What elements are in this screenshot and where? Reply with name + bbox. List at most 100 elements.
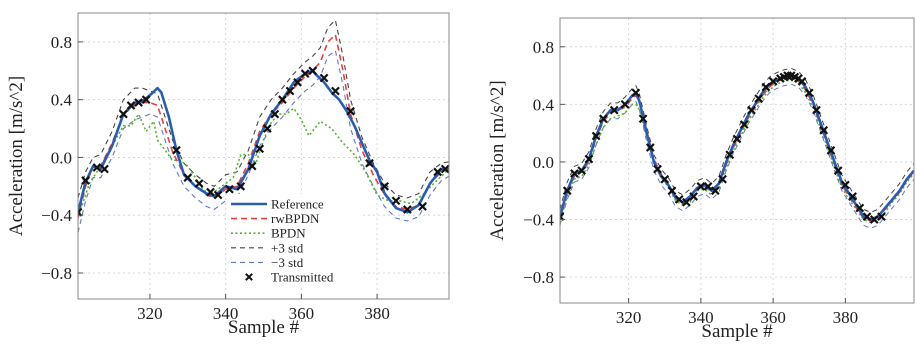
transmitted-marker — [278, 95, 287, 105]
y-tick-label: −0.8 — [523, 268, 554, 287]
series-line-bpdn — [78, 107, 449, 219]
x-tick-label: 320 — [137, 304, 163, 323]
legend-label-bpdn: BPDN — [271, 226, 306, 241]
transmitted-marker — [840, 180, 850, 190]
transmitted-marker — [391, 196, 401, 206]
y-tick-label: 0.4 — [51, 91, 73, 110]
transmitted-marker — [293, 77, 302, 87]
transmitted-marker — [346, 106, 355, 116]
transmitted-marker — [862, 212, 872, 222]
transmitted-marker — [674, 194, 684, 204]
series-line-minus3 — [78, 50, 449, 233]
transmitted-marker — [331, 86, 340, 96]
legend-label-reference: Reference — [271, 197, 324, 212]
series-line-reference — [78, 69, 449, 214]
transmitted-marker — [638, 114, 648, 124]
series-line-bpdn — [560, 79, 914, 224]
transmitted-marker — [92, 163, 102, 172]
transmitted-marker — [653, 164, 662, 174]
x-tick-label: 360 — [760, 308, 786, 327]
legend-box — [227, 194, 363, 288]
transmitted-marker — [134, 98, 143, 107]
plot-frame — [559, 17, 915, 304]
legend-label-plus3: +3 std — [271, 240, 304, 255]
transmitted-marker — [609, 105, 619, 115]
transmitted-marker — [725, 150, 735, 160]
transmitted-marker — [869, 215, 879, 224]
transmitted-marker — [598, 114, 608, 124]
transmitted-marker — [833, 166, 843, 175]
legend-label-minus3: −3 std — [271, 255, 304, 270]
transmitted-marker — [172, 145, 181, 155]
transmitted-marker — [141, 95, 151, 105]
transmitted-marker — [308, 66, 318, 76]
transmitted-marker — [183, 173, 193, 183]
y-tick-label: −0.4 — [523, 211, 554, 230]
transmitted-marker — [819, 125, 829, 135]
series-line-plus3 — [78, 19, 449, 199]
transmitted-marker — [81, 176, 90, 185]
transmitted-marker — [247, 161, 257, 171]
x-tick-label: 320 — [616, 308, 642, 327]
y-tick-label: 0.0 — [51, 148, 72, 167]
x-tick-label: 380 — [364, 304, 390, 323]
transmitted-marker — [365, 158, 374, 168]
transmitted-marker — [213, 190, 223, 200]
transmitted-marker — [402, 205, 412, 214]
series-line-minus3 — [560, 83, 914, 229]
transmitted-marker — [667, 186, 677, 196]
transmitted-marker — [100, 164, 109, 174]
transmitted-marker — [418, 202, 427, 211]
legend-label-transmitted: Transmitted — [271, 270, 334, 285]
transmitted-marker — [689, 192, 699, 201]
y-tick-label: 0.4 — [533, 95, 555, 114]
transmitted-marker — [119, 109, 128, 119]
transmitted-marker — [584, 154, 594, 164]
transmitted-marker — [126, 101, 136, 110]
transmitted-marker — [577, 166, 587, 175]
transmitted-marker — [877, 212, 886, 222]
right-chart: 320 340 360 380 −0.8 −0.4 0.0 0.4 0.8 Sample # Acc… — [487, 17, 915, 342]
x-tick-label: 340 — [688, 308, 714, 327]
transmitted-marker — [591, 131, 601, 141]
series-line-reference — [560, 74, 914, 221]
x-axis-label: Sample # — [228, 317, 300, 338]
x-tick-label: 340 — [213, 304, 239, 323]
y-tick-label: 0.8 — [533, 38, 554, 57]
y-tick-label: 0.8 — [51, 33, 72, 52]
transmitted-marker — [236, 181, 246, 191]
legend-marker-transmitted — [245, 273, 253, 281]
transmitted-marker — [768, 76, 778, 86]
transmitted-marker — [620, 99, 630, 109]
transmitted-marker — [262, 124, 272, 133]
transmitted-marker — [645, 143, 655, 152]
y-tick-label: 0.0 — [533, 153, 554, 172]
transmitted-marker — [300, 69, 310, 79]
transmitted-marker — [761, 82, 771, 92]
transmitted-marker — [754, 94, 764, 103]
left-chart: 320 340 360 380 −0.8 −0.4 0.0 0.4 0.8 Sample # Acc… — [6, 12, 450, 338]
y-tick-label: −0.4 — [41, 206, 72, 225]
transmitted-marker — [660, 174, 670, 184]
transmitted-marker — [570, 169, 579, 178]
y-axis-label: Acceleration [m/s^2] — [6, 76, 27, 236]
transmitted-marker — [703, 182, 713, 191]
transmitted-marker — [631, 88, 641, 98]
transmitted-marker — [380, 181, 390, 191]
transmitted-marker — [433, 167, 443, 177]
transmitted-marker — [285, 86, 295, 96]
transmitted-marker — [562, 186, 572, 196]
plot-area — [78, 19, 449, 233]
transmitted-marker — [710, 186, 720, 196]
y-axis-label: Acceleration [m/s^2] — [487, 80, 508, 240]
transmitted-marker — [682, 197, 691, 207]
legend-label-rwbpdn: rwBPDN — [271, 211, 320, 226]
transmitted-marker — [739, 120, 749, 129]
transmitted-marker — [732, 134, 742, 144]
plot-area — [560, 67, 914, 229]
transmitted-marker — [225, 184, 234, 194]
transmitted-marker — [270, 109, 280, 119]
transmitted-marker — [848, 192, 857, 201]
